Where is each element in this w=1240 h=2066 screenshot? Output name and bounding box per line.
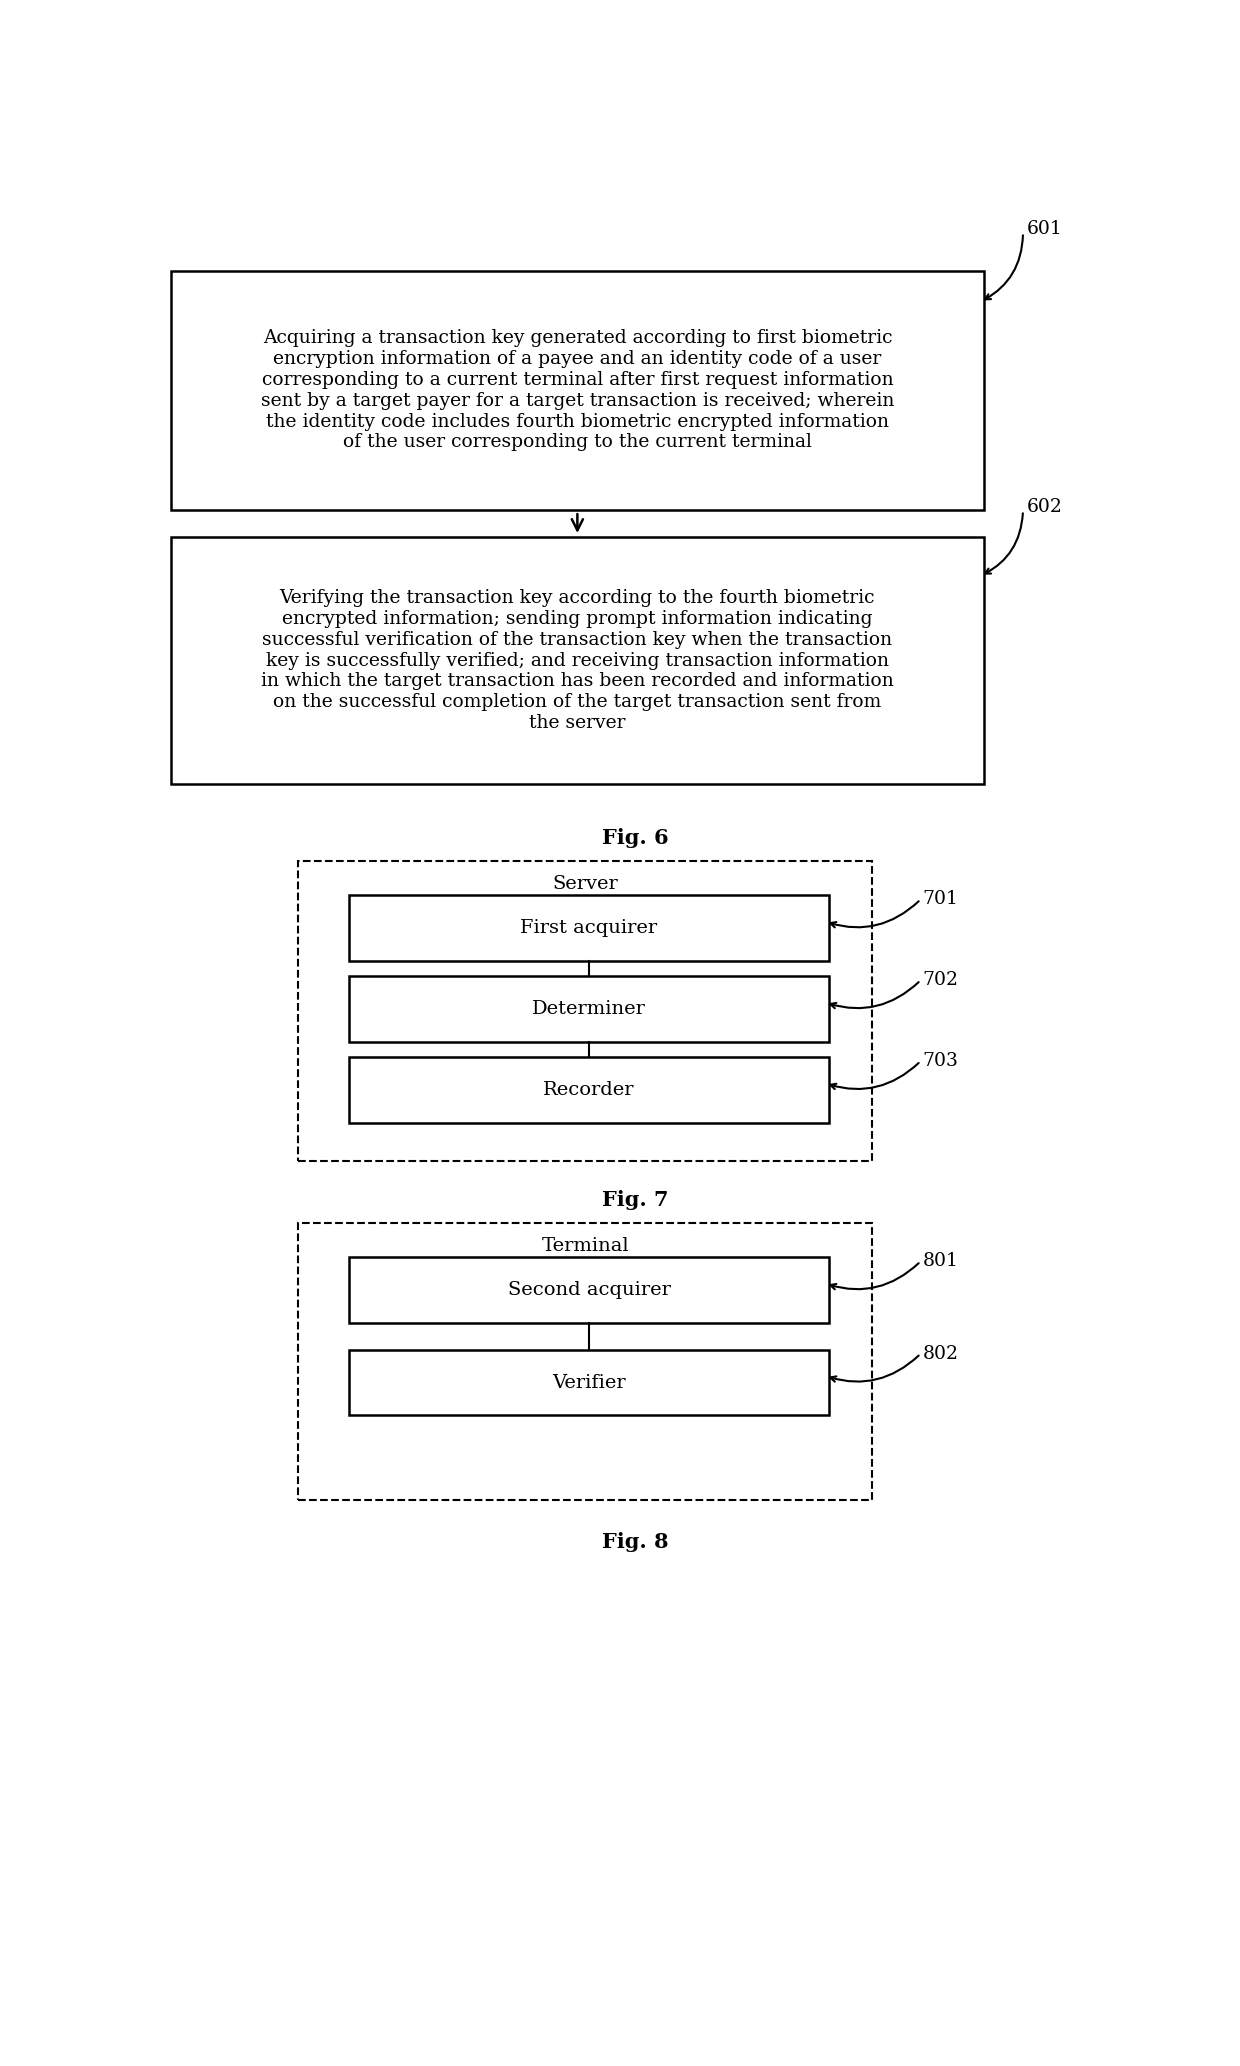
Text: Fig. 7: Fig. 7 bbox=[603, 1190, 668, 1209]
Text: Recorder: Recorder bbox=[543, 1081, 635, 1099]
Bar bbox=[348, 1258, 830, 1322]
Bar bbox=[348, 977, 830, 1041]
Bar bbox=[171, 271, 985, 510]
Text: Fig. 8: Fig. 8 bbox=[603, 1533, 668, 1552]
Bar bbox=[348, 895, 830, 961]
Text: 702: 702 bbox=[923, 971, 959, 990]
Text: First acquirer: First acquirer bbox=[521, 919, 657, 938]
Text: 601: 601 bbox=[1027, 219, 1063, 238]
Bar bbox=[348, 1058, 830, 1122]
Text: Fig. 6: Fig. 6 bbox=[603, 828, 668, 847]
Bar bbox=[299, 1223, 872, 1500]
Text: 802: 802 bbox=[923, 1345, 959, 1364]
Text: 602: 602 bbox=[1027, 498, 1063, 516]
Text: Second acquirer: Second acquirer bbox=[507, 1281, 671, 1300]
Text: 701: 701 bbox=[923, 890, 959, 909]
Text: 801: 801 bbox=[923, 1252, 959, 1271]
Text: Determiner: Determiner bbox=[532, 1000, 646, 1019]
Text: Server: Server bbox=[552, 874, 618, 893]
Text: Terminal: Terminal bbox=[542, 1238, 629, 1254]
Text: Acquiring a transaction key generated according to first biometric
encryption in: Acquiring a transaction key generated ac… bbox=[260, 328, 894, 450]
Bar bbox=[299, 862, 872, 1161]
Bar bbox=[348, 1349, 830, 1415]
Bar bbox=[171, 537, 985, 783]
Text: 703: 703 bbox=[923, 1052, 959, 1070]
Text: Verifying the transaction key according to the fourth biometric
encrypted inform: Verifying the transaction key according … bbox=[260, 589, 894, 731]
Text: Verifier: Verifier bbox=[552, 1374, 626, 1392]
